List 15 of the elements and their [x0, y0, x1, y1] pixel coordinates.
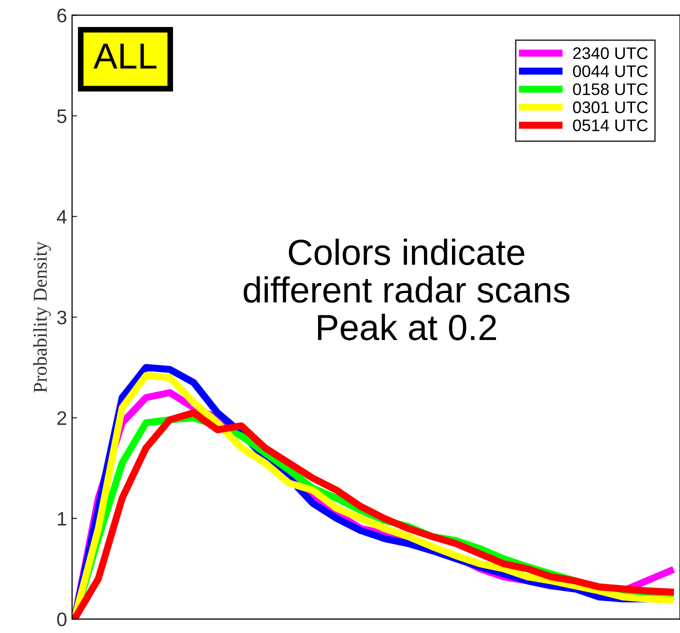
- annotation: ALL: [93, 44, 156, 69]
- legend-label: 0514 UTC: [573, 119, 648, 132]
- y-tick-label: 3: [57, 310, 66, 324]
- y-tick-label: 5: [57, 110, 66, 124]
- y-tick-label: 4: [56, 210, 67, 224]
- y-tick-label: 1: [58, 512, 66, 526]
- legend-label: 0301 UTC: [573, 101, 648, 114]
- legend-label: 2340 UTC: [573, 47, 648, 60]
- legend-label: 0044 UTC: [573, 65, 648, 78]
- y-axis-title: Probability Density: [33, 241, 51, 392]
- legend-label: 0158 UTC: [573, 83, 648, 96]
- y-tick-label: 2: [57, 411, 66, 425]
- annotation: Colors indicate different radar scans Peak at 0.2: [244, 238, 570, 340]
- y-tick-label: 6: [57, 8, 66, 22]
- y-tick-label: 0: [57, 612, 66, 626]
